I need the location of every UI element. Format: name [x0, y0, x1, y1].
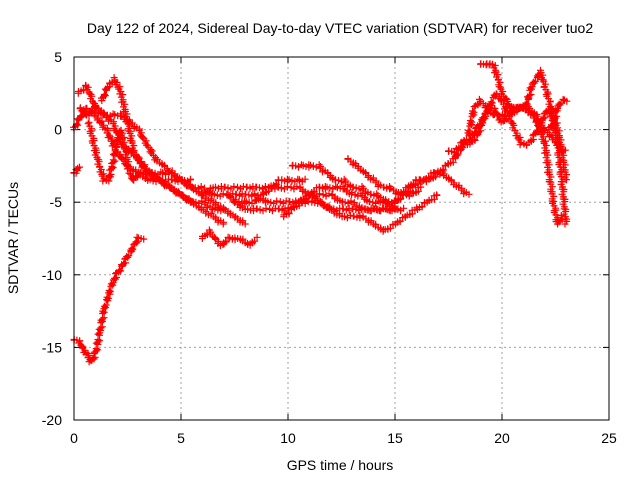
y-tick-label: 5 [54, 49, 62, 65]
series-track-16 [477, 60, 570, 184]
y-tick-label: -10 [42, 267, 62, 283]
series-track-18 [70, 233, 148, 366]
y-tick-label: 0 [54, 122, 62, 138]
y-axis-label: SDTVAR / TECUs [5, 182, 21, 294]
series-track-17 [545, 95, 571, 134]
x-tick-label: 20 [494, 430, 510, 446]
plus-markers [70, 233, 148, 366]
plus-markers [545, 95, 571, 134]
series-track-8 [224, 175, 309, 207]
x-tick-label: 25 [601, 430, 617, 446]
plus-markers [70, 163, 83, 177]
plus-markers [280, 183, 408, 221]
plus-markers [477, 60, 570, 184]
axis-ticks: 0 5 10 15 20 25 5 0 -5 -10 -15 -20 [42, 49, 617, 446]
plus-markers [224, 175, 309, 207]
plus-markers [198, 183, 441, 235]
plus-markers [198, 226, 261, 249]
series-track-10 [280, 183, 408, 221]
y-tick-label: -5 [50, 194, 63, 210]
x-tick-label: 5 [177, 430, 185, 446]
series-track-7 [198, 226, 261, 249]
x-axis-label: GPS time / hours [287, 457, 394, 473]
x-tick-label: 15 [387, 430, 403, 446]
x-tick-label: 10 [280, 430, 296, 446]
x-tick-label: 0 [70, 430, 78, 446]
data-points [70, 60, 571, 366]
series-track-19 [70, 163, 83, 177]
series-track-6 [198, 183, 441, 235]
y-tick-label: -20 [42, 412, 62, 428]
y-tick-label: -15 [42, 339, 62, 355]
plot-frame [73, 56, 610, 421]
chart-title: Day 122 of 2024, Sidereal Day-to-day VTE… [87, 20, 594, 36]
